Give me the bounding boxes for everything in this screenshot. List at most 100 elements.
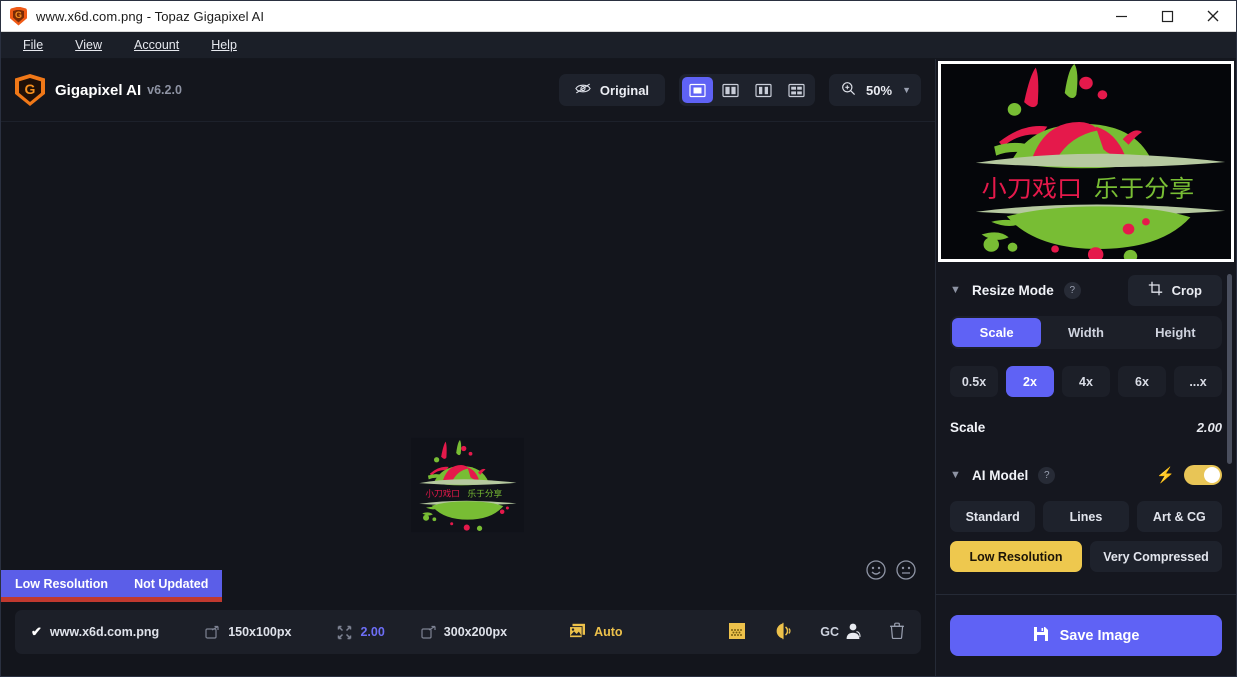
svg-text:乐于分享: 乐于分享 bbox=[1094, 174, 1195, 202]
scale-value-label: 2.00 bbox=[360, 625, 385, 639]
lightning-bolt-icon: ⚡ bbox=[1156, 467, 1175, 484]
crop-button[interactable]: Crop bbox=[1127, 274, 1222, 306]
file-actions: GC bbox=[728, 622, 905, 643]
menu-file-label: File bbox=[23, 38, 44, 52]
chevron-down-icon[interactable]: ▼ bbox=[950, 284, 961, 296]
mode-label: Auto bbox=[594, 625, 623, 639]
file-selected-check[interactable]: ✔ bbox=[31, 624, 42, 639]
menu-file[interactable]: File bbox=[7, 34, 59, 56]
menu-help-label: Help bbox=[211, 38, 237, 52]
panel-scrollbar-thumb[interactable] bbox=[1227, 274, 1232, 464]
scale-preset-2x[interactable]: 2x bbox=[1006, 366, 1054, 397]
scale-key-label: Scale bbox=[950, 419, 986, 435]
scale-cell: 2.00 bbox=[337, 625, 385, 640]
save-image-button[interactable]: Save Image bbox=[950, 615, 1222, 656]
scale-arrows-icon bbox=[337, 625, 352, 640]
save-disk-icon bbox=[1033, 626, 1049, 646]
help-icon[interactable]: ? bbox=[1038, 466, 1056, 484]
scale-preset-6x[interactable]: 6x bbox=[1118, 366, 1166, 397]
view-mode-single[interactable] bbox=[682, 77, 714, 103]
crop-icon bbox=[1148, 281, 1163, 299]
zoom-control[interactable]: 50% ▼ bbox=[829, 74, 921, 106]
settings-panel: 小刀戏口 乐于分享 ▼ Resize Mode ? Crop bbox=[935, 59, 1236, 676]
scale-preset-0_5x[interactable]: 0.5x bbox=[950, 366, 998, 397]
main-toolbar: G Gigapixel AI v6.2.0 Original bbox=[1, 59, 935, 122]
status-badge-bar bbox=[1, 597, 223, 602]
source-size-label: 150x100px bbox=[228, 625, 292, 639]
grain-icon[interactable] bbox=[728, 622, 746, 643]
model-standard[interactable]: Standard bbox=[950, 501, 1036, 532]
source-size-cell: 150x100px bbox=[205, 625, 291, 640]
gc-label: GC bbox=[820, 625, 839, 639]
view-mode-group bbox=[679, 74, 816, 106]
preview-thumbnail[interactable]: 小刀戏口 乐于分享 bbox=[938, 61, 1234, 262]
brand-name: Gigapixel AI bbox=[55, 81, 142, 99]
ai-model-row-2: Low Resolution Very Compressed bbox=[950, 541, 1222, 572]
save-area: Save Image bbox=[936, 594, 1236, 676]
feedback-group bbox=[865, 559, 917, 586]
gigapixel-logo-icon: G bbox=[15, 74, 45, 106]
person-icon bbox=[844, 622, 862, 643]
close-icon[interactable] bbox=[1190, 1, 1236, 32]
neutral-face-icon[interactable] bbox=[895, 559, 917, 586]
gc-cell[interactable]: GC bbox=[820, 622, 862, 643]
original-toggle-button[interactable]: Original bbox=[558, 74, 666, 106]
crop-label: Crop bbox=[1171, 282, 1202, 298]
window-controls bbox=[1098, 1, 1236, 32]
mode-cell[interactable]: Auto bbox=[569, 623, 623, 642]
panel-scrollbar-track[interactable] bbox=[1227, 268, 1234, 590]
model-very-compressed[interactable]: Very Compressed bbox=[1090, 541, 1222, 572]
model-lines[interactable]: Lines bbox=[1043, 501, 1129, 532]
scale-preset-4x[interactable]: 4x bbox=[1062, 366, 1110, 397]
resize-mode-tabs: Scale Width Height bbox=[950, 316, 1222, 349]
maximize-icon[interactable] bbox=[1144, 1, 1190, 32]
body-container: G Gigapixel AI v6.2.0 Original bbox=[1, 59, 1236, 676]
ai-model-row-1: Standard Lines Art & CG bbox=[950, 501, 1222, 532]
face-recovery-icon[interactable] bbox=[773, 622, 793, 643]
brand-version: v6.2.0 bbox=[147, 83, 182, 97]
scale-preset-custom[interactable]: ...x bbox=[1174, 366, 1222, 397]
view-mode-grid-four[interactable] bbox=[781, 77, 812, 103]
tab-width[interactable]: Width bbox=[1068, 325, 1104, 340]
delete-icon[interactable] bbox=[889, 622, 905, 642]
magnifier-plus-icon bbox=[841, 81, 856, 99]
view-mode-split-three[interactable] bbox=[748, 77, 779, 103]
image-canvas[interactable]: 小刀戏口 乐于分享 Low Resolution Not Updated bbox=[1, 122, 935, 602]
svg-text:乐于分享: 乐于分享 bbox=[468, 488, 503, 500]
menu-account[interactable]: Account bbox=[118, 34, 195, 56]
menu-view-label: View bbox=[75, 38, 103, 52]
menu-bar: File View Account Help bbox=[1, 32, 1236, 59]
ai-model-toggle[interactable] bbox=[1184, 465, 1222, 485]
tab-height[interactable]: Height bbox=[1155, 325, 1196, 340]
menu-view[interactable]: View bbox=[59, 34, 118, 56]
main-area: G Gigapixel AI v6.2.0 Original bbox=[1, 59, 935, 676]
resize-mode-header[interactable]: ▼ Resize Mode ? Crop bbox=[950, 264, 1222, 316]
scale-preset-group: 0.5x 2x 4x 6x ...x bbox=[950, 366, 1222, 397]
view-mode-split-two[interactable] bbox=[715, 77, 746, 103]
tab-scale[interactable]: Scale bbox=[952, 318, 1042, 347]
minimize-icon[interactable] bbox=[1098, 1, 1144, 32]
happy-face-icon[interactable] bbox=[865, 559, 887, 586]
menu-help[interactable]: Help bbox=[195, 34, 253, 56]
svg-text:小刀戏口: 小刀戏口 bbox=[425, 488, 460, 500]
resize-mode-title: Resize Mode bbox=[972, 282, 1054, 298]
chevron-down-icon[interactable]: ▼ bbox=[902, 85, 911, 95]
panel-scroll-area[interactable]: ▼ Resize Mode ? Crop Scale Width Height bbox=[936, 264, 1236, 594]
image-auto-icon bbox=[569, 623, 586, 642]
output-size-icon bbox=[421, 625, 436, 640]
zoom-level-value: 50% bbox=[866, 82, 893, 98]
toolbar-right-group: Original bbox=[558, 74, 921, 106]
chevron-down-icon[interactable]: ▼ bbox=[950, 469, 961, 481]
window-title: www.x6d.com.png - Topaz Gigapixel AI bbox=[36, 8, 265, 24]
save-image-label: Save Image bbox=[1059, 627, 1140, 644]
ai-model-header[interactable]: ▼ AI Model ? ⚡ bbox=[950, 449, 1222, 501]
scale-value: 2.00 bbox=[1196, 419, 1222, 435]
table-row[interactable]: ✔ www.x6d.com.png 150x100px 2.00 bbox=[15, 610, 921, 654]
canvas-image: 小刀戏口 乐于分享 bbox=[411, 437, 524, 533]
model-low-resolution[interactable]: Low Resolution bbox=[950, 541, 1082, 572]
title-bar: G www.x6d.com.png - Topaz Gigapixel AI bbox=[1, 1, 1236, 32]
output-size-label: 300x200px bbox=[443, 625, 508, 639]
help-icon[interactable]: ? bbox=[1063, 281, 1081, 299]
model-art-cg[interactable]: Art & CG bbox=[1136, 501, 1222, 532]
